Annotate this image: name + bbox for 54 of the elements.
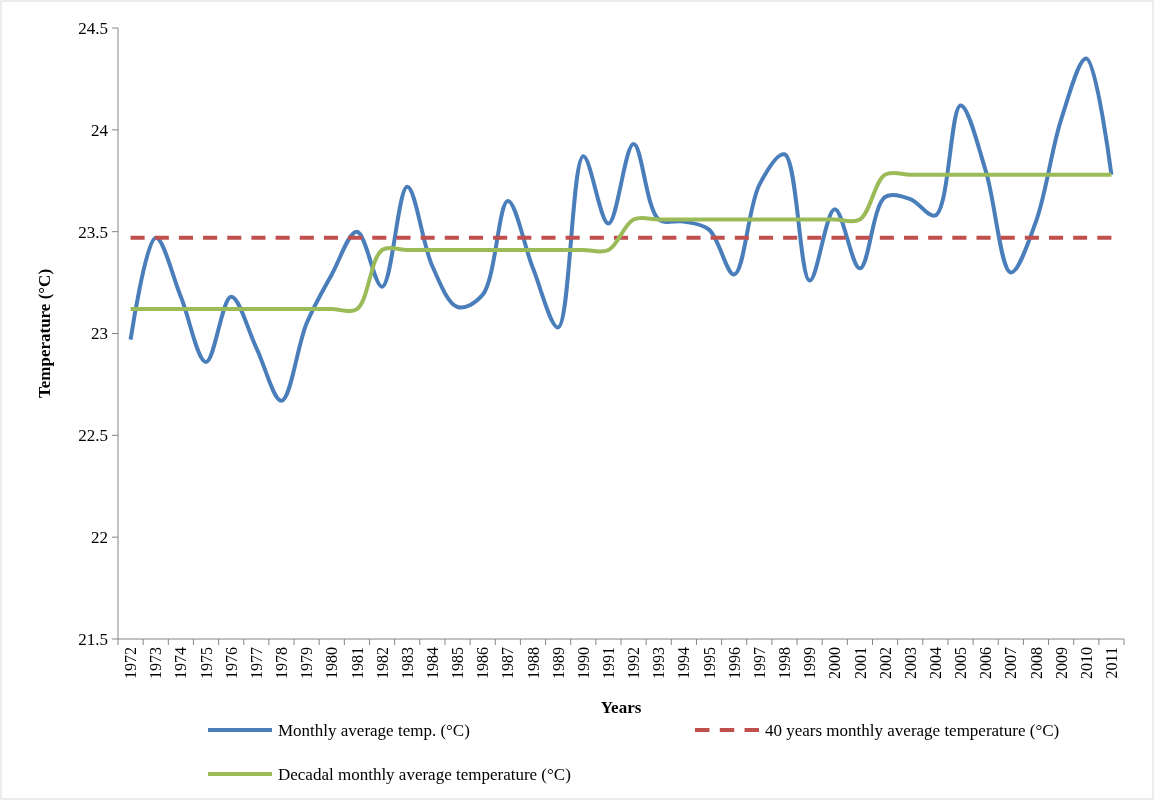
x-tick-label: 1997 (750, 647, 768, 679)
x-tick-label: 1996 (725, 647, 743, 679)
x-tick-label: 2003 (901, 647, 919, 679)
x-tick-label: 2002 (876, 647, 894, 679)
x-tick-label: 1993 (650, 647, 668, 679)
x-tick-label: 2010 (1077, 647, 1095, 679)
x-tick-label: 1978 (273, 647, 291, 679)
legend-label: Decadal monthly average temperature (°C) (278, 764, 571, 784)
x-tick-label: 1976 (222, 647, 240, 679)
x-tick-label: 1989 (549, 647, 567, 679)
x-tick-label: 2009 (1052, 647, 1070, 679)
x-tick-label: 2004 (926, 647, 944, 679)
x-tick-label: 1983 (398, 647, 416, 679)
y-tick-label: 24 (91, 120, 109, 140)
x-tick-label: 1973 (147, 647, 165, 679)
y-tick-label: 22 (91, 528, 108, 548)
x-tick-label: 1984 (423, 647, 441, 679)
y-axis-title: Temperature (°C) (35, 268, 54, 399)
x-axis-title: Years (600, 698, 642, 717)
line-series (128, 171, 1114, 313)
x-tick-label: 2000 (826, 647, 844, 679)
x-tick-label: 2011 (1103, 647, 1121, 679)
x-tick-label: 1988 (524, 647, 542, 679)
x-tick-label: 1982 (373, 647, 391, 679)
y-tick-label: 23.5 (78, 222, 108, 242)
x-tick-label: 1974 (172, 647, 190, 679)
x-tick-label: 1991 (600, 647, 618, 679)
y-tick-label: 22.5 (78, 426, 108, 446)
legend-label: 40 years monthly average temperature (°C) (765, 720, 1060, 740)
x-tick-label: 1981 (348, 647, 366, 679)
x-tick-label: 1995 (700, 647, 718, 679)
x-tick-label: 1998 (776, 647, 794, 679)
line-series (128, 56, 1114, 403)
x-tick-label: 2006 (977, 647, 995, 679)
x-tick-label: 1994 (675, 647, 693, 679)
x-tick-label: 1986 (474, 647, 492, 679)
legend-label: Monthly average temp. (°C) (278, 720, 470, 740)
y-tick-label: 21.5 (78, 629, 108, 649)
y-tick-label: 24.5 (78, 18, 108, 38)
y-tick-label: 23 (91, 324, 108, 344)
x-tick-label: 2007 (1002, 647, 1020, 679)
x-tick-label: 1972 (122, 647, 140, 679)
x-tick-label: 2008 (1027, 647, 1045, 679)
x-tick-label: 1990 (574, 647, 592, 679)
x-tick-label: 2005 (952, 647, 970, 679)
x-tick-label: 1992 (625, 647, 643, 679)
x-tick-label: 1999 (801, 647, 819, 679)
x-tick-label: 1987 (499, 647, 517, 679)
x-tick-label: 1975 (197, 647, 215, 679)
x-tick-label: 2001 (851, 647, 869, 679)
x-tick-label: 1979 (298, 647, 316, 679)
x-tick-label: 1980 (323, 647, 341, 679)
x-tick-label: 1985 (449, 647, 467, 679)
x-tick-label: 1977 (247, 647, 265, 679)
